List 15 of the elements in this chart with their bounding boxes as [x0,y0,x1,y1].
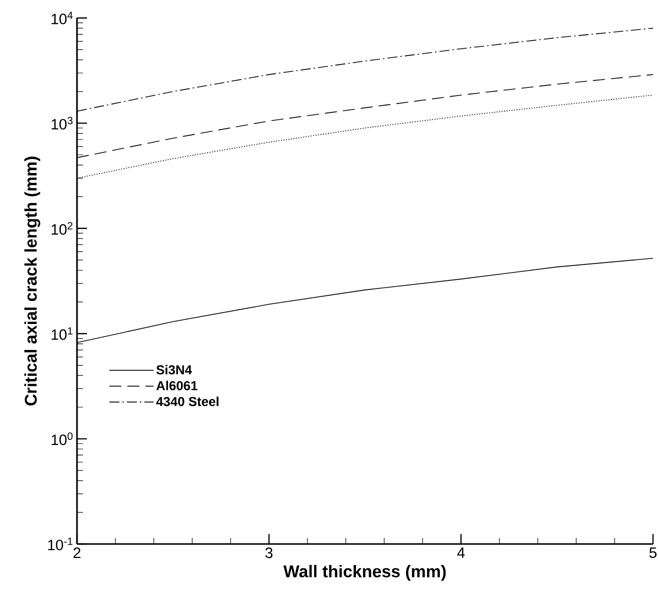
legend-label: Si3N4 [156,364,192,374]
y-tick-label: 10$^{4}$ [52,12,73,24]
y-tick-label: 10$^{3}$ [52,116,73,130]
y-tick-label: 10$^{0}$ [52,432,73,446]
legend-label: Al6061 [156,380,198,390]
y-tick-label: 10$^{1}$ [52,327,72,340]
x-tick-label: 5 [649,548,657,558]
x-tick-label: 2 [74,548,80,558]
y-tick-label: 10$^{-1}$ [48,538,72,550]
x-tick-label: 4 [457,548,465,558]
x-axis-title: Wall thickness (mm) [283,564,446,581]
y-tick-label: 10$^{2}$ [52,222,72,235]
legend-label: 4340 Steel [156,396,218,406]
x-tick-label: 3 [265,548,272,558]
y-axis-title: Critical axial crack length (mm) [24,156,40,406]
